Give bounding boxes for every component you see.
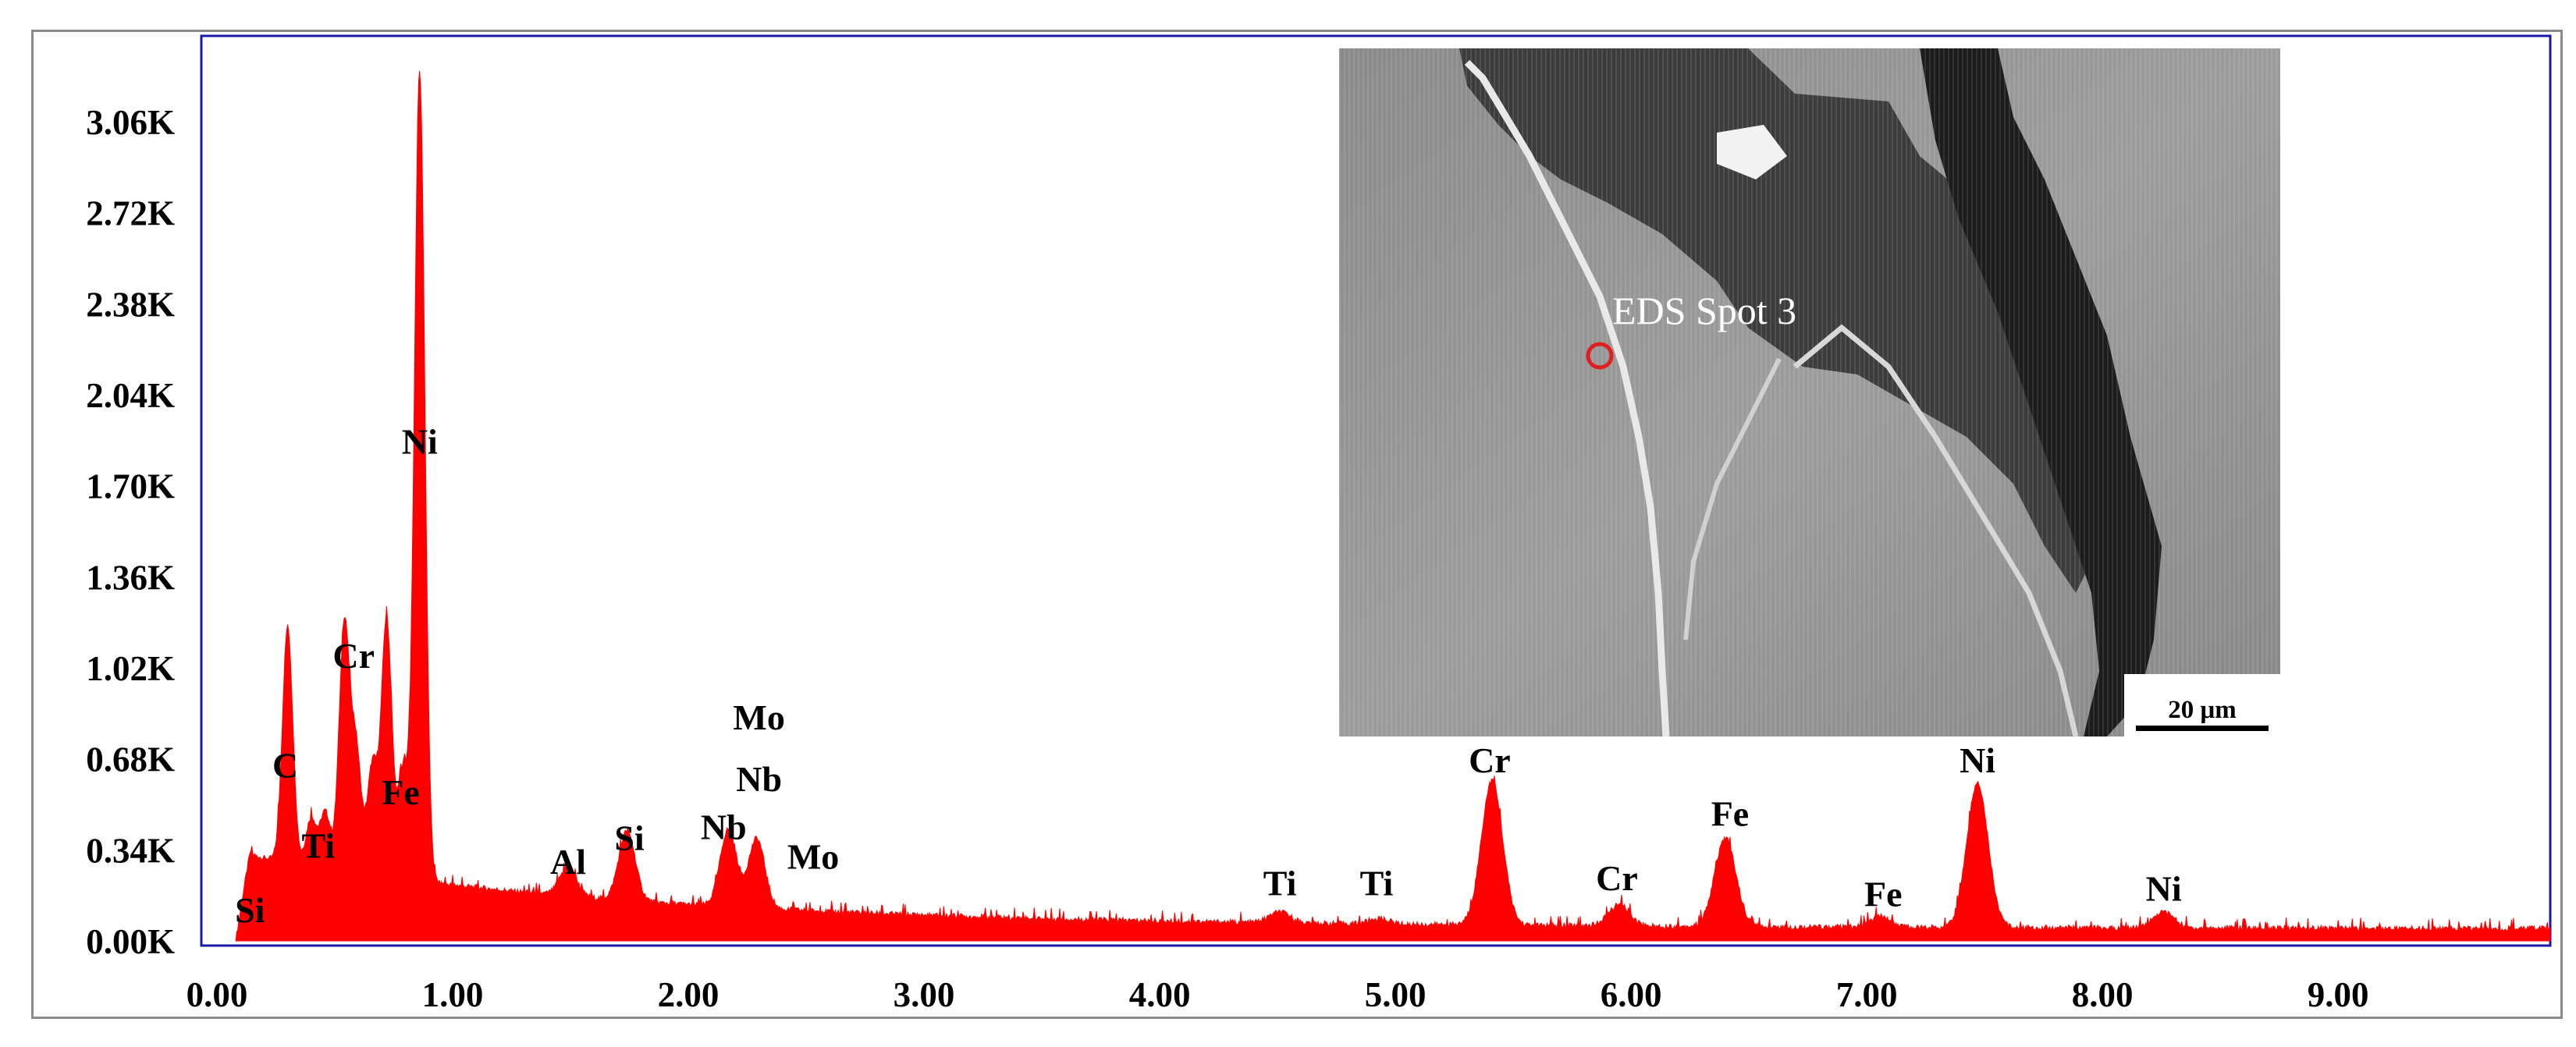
x-tick-label: 6.00: [1601, 975, 1662, 1014]
peak-label-mo: Mo: [733, 697, 784, 737]
peak-label-c: C: [272, 746, 298, 786]
peak-label-nb: Nb: [736, 759, 782, 799]
peak-label-ti: Ti: [302, 826, 336, 866]
y-tick-label: 1.36K: [86, 558, 175, 597]
peak-label-al: Al: [550, 842, 586, 882]
eds-spot-marker: [1586, 342, 1614, 370]
peak-label-si: Si: [235, 890, 265, 930]
eds-spot-caption: EDS Spot 3: [1612, 289, 1796, 332]
peak-label-cr: Cr: [332, 636, 375, 676]
x-tick-label: 4.00: [1129, 975, 1191, 1014]
y-tick-label: 2.04K: [86, 376, 175, 415]
y-axis-ticks: 0.00K 0.34K 0.68K 1.02K 1.36K 1.70K 2.04K 2.38K…: [86, 103, 175, 961]
peak-label-fe: Fe: [1864, 874, 1903, 914]
peak-label-cr: Cr: [1596, 858, 1638, 898]
x-tick-label: 9.00: [2308, 975, 2369, 1014]
y-tick-label: 1.70K: [86, 467, 175, 506]
x-tick-label: 3.00: [894, 975, 955, 1014]
peak-label-ti: Ti: [1360, 864, 1394, 903]
peak-label-ni: Ni: [2146, 869, 2182, 909]
sem-scan-texture: [1339, 48, 2280, 736]
x-tick-label: 1.00: [422, 975, 484, 1014]
peak-label-si: Si: [614, 818, 645, 857]
x-tick-label: 5.00: [1365, 975, 1427, 1014]
y-tick-label: 2.72K: [86, 194, 175, 233]
peak-label-ni: Ni: [1960, 740, 1995, 780]
peak-label-ti: Ti: [1263, 864, 1297, 903]
scale-bar-line: [2136, 726, 2269, 731]
y-tick-label: 0.34K: [86, 831, 175, 870]
x-tick-label: 0.00: [187, 975, 248, 1014]
peak-label-cr: Cr: [1469, 740, 1511, 780]
x-tick-label: 8.00: [2072, 975, 2134, 1014]
x-tick-label: 7.00: [1836, 975, 1898, 1014]
peak-label-fe: Fe: [1711, 793, 1750, 833]
y-tick-label: 1.02K: [86, 649, 175, 688]
y-tick-label: 0.00K: [86, 922, 175, 961]
y-tick-label: 3.06K: [86, 103, 175, 142]
y-tick-label: 2.38K: [86, 285, 175, 324]
spectrum-area: [235, 71, 2551, 942]
x-axis-ticks: 0.00 1.00 2.00 3.00 4.00 5.00 6.00 7.00 8.00 9.00: [187, 975, 2369, 1014]
scale-bar-label: 20 μm: [2168, 696, 2236, 724]
peak-label-ni: Ni: [402, 421, 438, 461]
peak-label-fe: Fe: [382, 772, 420, 812]
sem-inset-image: EDS Spot 3 20 μm: [1339, 48, 2280, 737]
peak-label-mo: Mo: [787, 836, 839, 876]
y-tick-label: 0.68K: [86, 740, 175, 779]
x-tick-label: 2.00: [658, 975, 720, 1014]
peak-label-nb: Nb: [701, 807, 747, 847]
figure-frame: [31, 30, 2563, 1019]
